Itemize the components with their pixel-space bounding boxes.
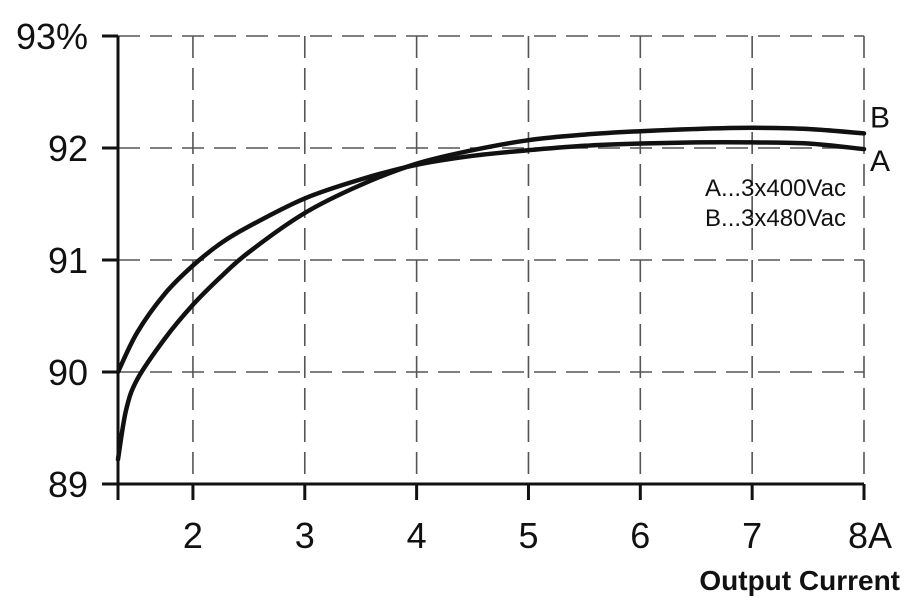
- x-tick-label-6: 7: [742, 515, 762, 556]
- grid: [118, 35, 865, 484]
- x-tick-labels: 2 3 4 5 6 7 8A: [183, 515, 892, 556]
- legend-note-b: B...3x480Vac: [705, 205, 846, 232]
- y-tick-label-1: 89: [48, 464, 88, 505]
- series-end-labels: AB: [870, 101, 890, 178]
- legend-note-a: A...3x400Vac: [705, 175, 846, 202]
- series-line-b: [115, 125, 867, 462]
- y-tick-label-5: 93%: [16, 16, 88, 57]
- series-end-label-b: B: [870, 101, 890, 134]
- tick-marks: [102, 34, 866, 500]
- series-lines: [115, 125, 867, 462]
- y-tick-labels: 89 90 91 92 93%: [16, 16, 88, 505]
- y-tick-label-2: 90: [48, 352, 88, 393]
- x-axis-title: Output Current: [699, 565, 900, 596]
- x-tick-label-3: 4: [407, 515, 427, 556]
- y-tick-label-3: 91: [48, 240, 88, 281]
- x-tick-label-1: 2: [183, 515, 203, 556]
- x-tick-label-7: 8A: [848, 515, 892, 556]
- x-tick-label-4: 5: [518, 515, 538, 556]
- x-tick-label-2: 3: [295, 515, 315, 556]
- x-tick-label-5: 6: [630, 515, 650, 556]
- y-tick-label-4: 92: [48, 128, 88, 169]
- series-end-label-a: A: [870, 145, 890, 178]
